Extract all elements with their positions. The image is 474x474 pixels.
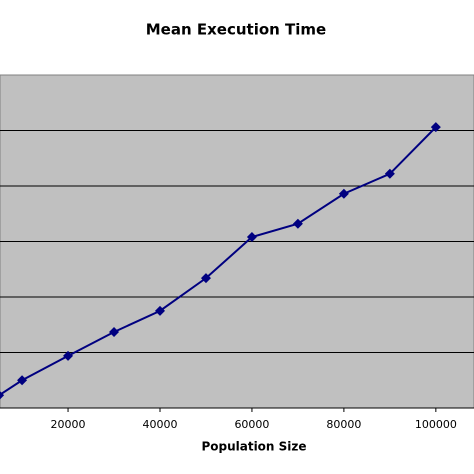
marker bbox=[0, 391, 5, 400]
x-tick-label: 80000 bbox=[326, 418, 361, 431]
chart-title: Mean Execution Time bbox=[146, 21, 326, 39]
x-tick-label: 60000 bbox=[234, 418, 269, 431]
marker bbox=[17, 375, 28, 386]
marker bbox=[246, 232, 257, 243]
x-tick-label: 40000 bbox=[142, 418, 177, 431]
marker bbox=[154, 305, 165, 316]
marker bbox=[338, 188, 349, 199]
x-tick-label: 20000 bbox=[51, 418, 86, 431]
marker bbox=[292, 218, 303, 229]
x-tick-label: 100000 bbox=[415, 418, 457, 431]
marker bbox=[109, 326, 120, 337]
marker bbox=[430, 122, 441, 133]
marker bbox=[200, 273, 211, 284]
marker bbox=[63, 350, 74, 361]
marker bbox=[384, 168, 395, 179]
x-axis-title: Population Size bbox=[201, 440, 306, 454]
